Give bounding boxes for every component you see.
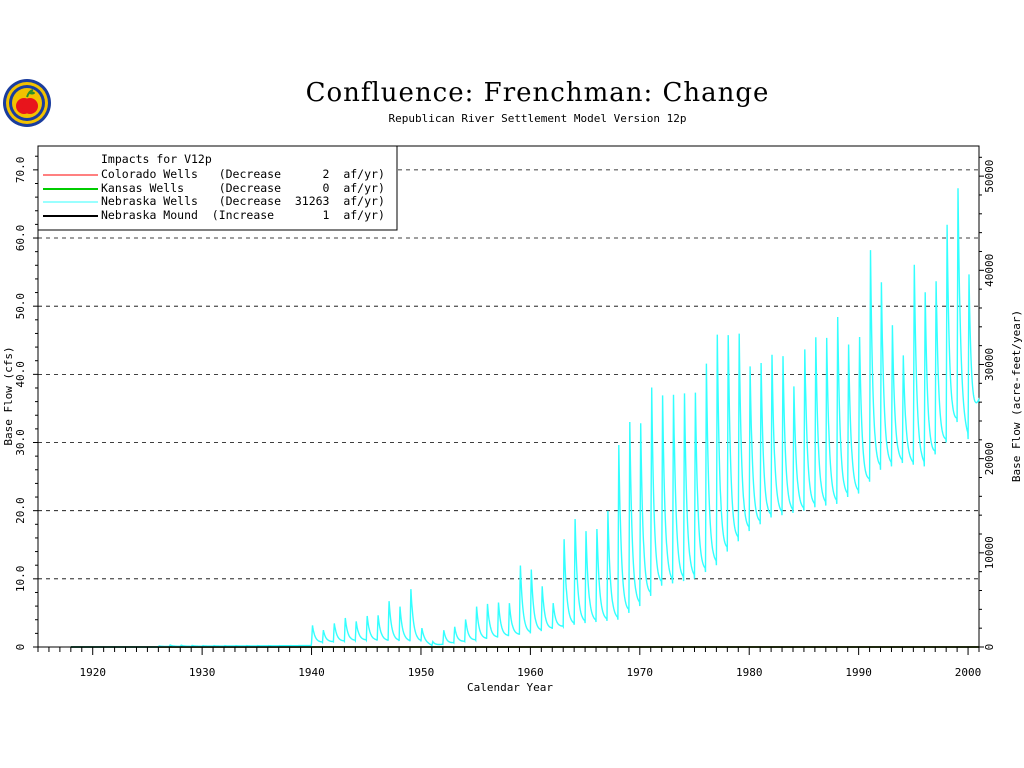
x-tick-label: 1990 <box>845 666 872 679</box>
y2-axis-ticks: 0 10000 20000 30000 40000 50000 <box>979 156 996 651</box>
y-axis-label: Base Flow (cfs) <box>2 346 15 445</box>
x-tick-label: 1970 <box>627 666 654 679</box>
y-tick-label: 20.0 <box>14 497 27 524</box>
legend-label-nebraska-wells: Nebraska Wells (Decrease 31263 af/yr) <box>101 194 385 208</box>
y-tick-label: 70.0 <box>14 157 27 184</box>
y2-tick-label: 30000 <box>983 348 996 381</box>
chart-subtitle: Republican River Settlement Model Versio… <box>388 112 687 125</box>
y-tick-label: 0 <box>14 644 27 651</box>
agency-seal-logo <box>2 78 54 135</box>
x-tick-label: 1920 <box>79 666 106 679</box>
y-tick-label: 40.0 <box>14 361 27 388</box>
series-line-nebraska-wells <box>70 188 980 648</box>
x-tick-label: 1960 <box>517 666 544 679</box>
x-tick-label: 2000 <box>955 666 982 679</box>
x-tick-label: 1940 <box>298 666 325 679</box>
x-axis-ticks: 1920 1930 1940 1950 1960 1970 1980 1990 2000 <box>37 647 982 679</box>
legend: Impacts for V12p Colorado Wells (Decreas… <box>37 145 398 231</box>
y-tick-label: 60.0 <box>14 225 27 252</box>
y-axis-ticks: 0 10.0 20.0 30.0 40.0 50.0 60.0 70.0 <box>14 155 38 651</box>
x-tick-label: 1930 <box>189 666 216 679</box>
legend-title: Impacts for V12p <box>101 152 212 166</box>
y2-tick-label: 0 <box>983 644 996 651</box>
legend-label-kansas: Kansas Wells (Decrease 0 af/yr) <box>101 181 385 195</box>
y2-tick-label: 40000 <box>983 254 996 287</box>
x-tick-label: 1980 <box>736 666 763 679</box>
y2-tick-label: 10000 <box>983 536 996 569</box>
legend-label-colorado: Colorado Wells (Decrease 2 af/yr) <box>101 167 385 181</box>
y2-tick-label: 20000 <box>983 442 996 475</box>
agency-seal-icon <box>3 79 51 127</box>
series-group <box>70 188 980 648</box>
chart-title: Confluence: Frenchman: Change <box>305 78 770 108</box>
y-tick-label: 10.0 <box>14 566 27 593</box>
y-tick-label: 30.0 <box>14 429 27 456</box>
x-tick-label: 1950 <box>408 666 435 679</box>
y2-tick-label: 50000 <box>983 160 996 193</box>
legend-label-nebraska-mound: Nebraska Mound (Increase 1 af/yr) <box>101 208 385 222</box>
y-tick-label: 50.0 <box>14 293 27 320</box>
grid <box>38 169 979 580</box>
x-axis-label: Calendar Year <box>467 681 553 694</box>
y2-axis-label: Base Flow (acre-feet/year) <box>1010 310 1023 482</box>
